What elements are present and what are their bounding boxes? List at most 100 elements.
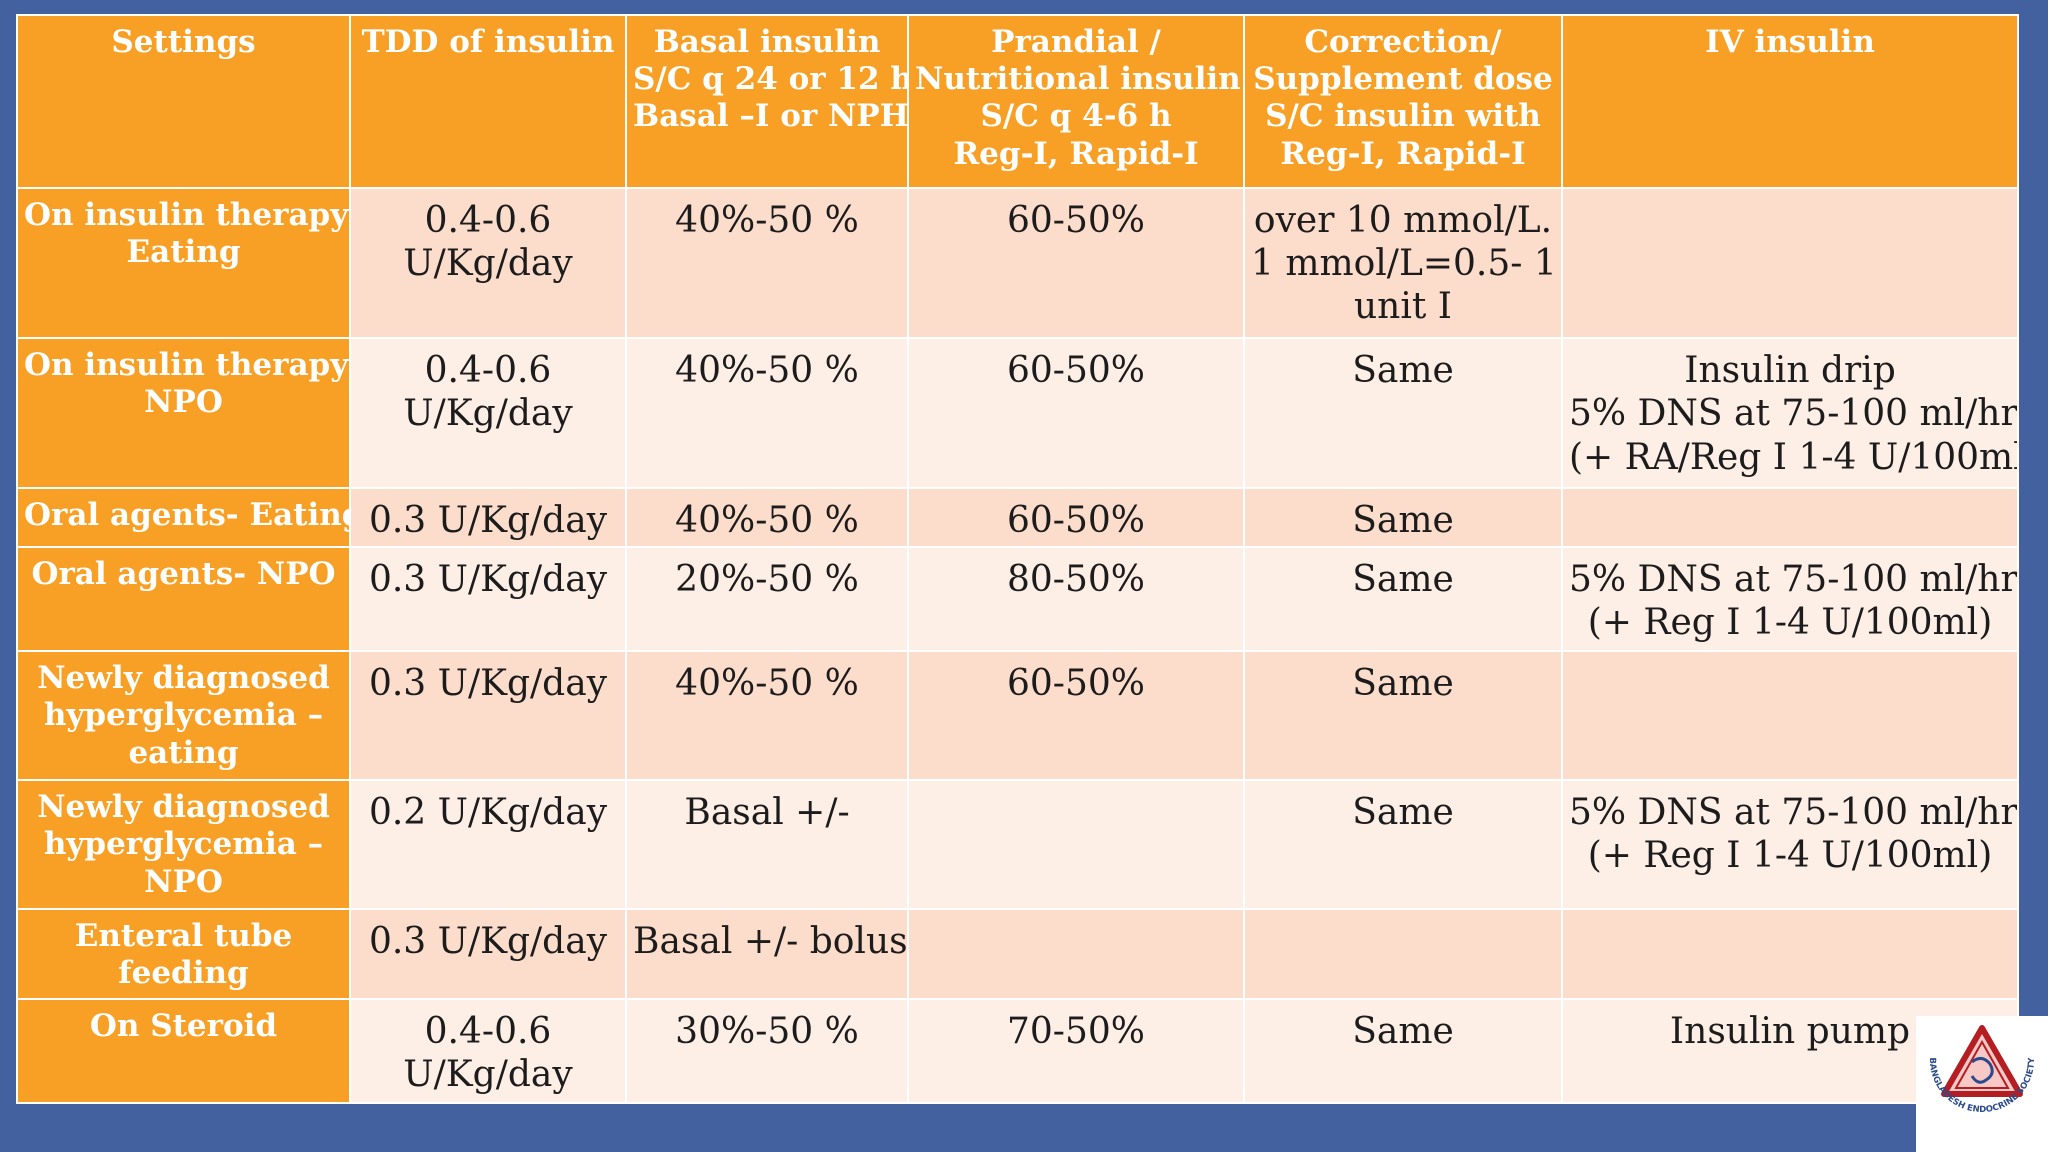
cell-line: U/Kg/day: [403, 393, 573, 435]
cell-line: Reg-I, Rapid-I: [1280, 135, 1526, 172]
cell-line: NPO: [144, 384, 223, 421]
table-body: On insulin therapy- Eating 0.4-0.6 U/Kg/day…: [16, 186, 2019, 1105]
row-prandial: 60-50%: [907, 487, 1245, 548]
row-prandial: 60-50%: [907, 186, 1245, 340]
row-iv: 5% DNS at 75-100 ml/hr (+ Reg I 1-4 U/100…: [1561, 545, 2019, 653]
row-correction: over 10 mmol/L. 1 mmol/L=0.5- 1 unit I: [1243, 186, 1563, 340]
row-setting: Newly diagnosed hyperglycemia – eating: [16, 650, 351, 782]
cell-line: (+ Reg I 1-4 U/100ml): [1587, 602, 1993, 644]
row-setting: Oral agents- NPO: [16, 545, 351, 653]
row-correction: Same: [1243, 997, 1563, 1105]
header-tdd: TDD of insulin: [349, 14, 627, 189]
row-iv: [1561, 487, 2019, 548]
header-basal: Basal insulin S/C q 24 or 12 h Basal –I or…: [625, 14, 909, 189]
row-tdd: 0.3 U/Kg/day: [349, 545, 627, 653]
cell-line: (+ Reg I 1-4 U/100ml): [1587, 835, 1993, 877]
row-iv: [1561, 186, 2019, 340]
cell-line: 70-50%: [1007, 1010, 1145, 1052]
cell-line: Enteral tube: [74, 918, 293, 955]
cell-line: hyperglycemia –: [43, 826, 324, 863]
cell-line: Newly diagnosed: [37, 789, 330, 826]
society-logo: BANGLADESH ENDOCRINE SOCIETY: [1916, 1016, 2048, 1152]
cell-line: 5% DNS at 75-100 ml/hr: [1569, 558, 2018, 600]
row-tdd: 0.3 U/Kg/day: [349, 487, 627, 548]
table-row: Oral agents- NPO 0.3 U/Kg/day 20%-50 % 80-5…: [16, 545, 2019, 653]
header-iv: IV insulin: [1561, 14, 2019, 189]
header-row: Settings TDD of insulin Basal insulin S/C…: [16, 14, 2019, 189]
cell-line: U/Kg/day: [403, 1053, 573, 1095]
table-row: Newly diagnosed hyperglycemia – NPO 0.2 U/K…: [16, 779, 2019, 911]
cell-line: 0.4-0.6: [424, 350, 552, 392]
row-iv: Insulin drip 5% DNS at 75-100 ml/hr (+ RA/…: [1561, 337, 2019, 490]
cell-line: Same: [1352, 558, 1454, 600]
row-setting: Enteral tube feeding: [16, 908, 351, 1000]
row-iv: 5% DNS at 75-100 ml/hr (+ Reg I 1-4 U/100…: [1561, 779, 2019, 911]
cell-line: Same: [1352, 500, 1454, 542]
cell-line: Reg-I, Rapid-I: [953, 135, 1199, 172]
row-iv: [1561, 908, 2019, 1000]
row-tdd: 0.3 U/Kg/day: [349, 650, 627, 782]
row-correction: [1243, 908, 1563, 1000]
cell-line: Insulin drip: [1684, 350, 1896, 392]
cell-line: 0.4-0.6: [424, 1010, 552, 1052]
row-correction: Same: [1243, 650, 1563, 782]
cell-line: Supplement dose: [1253, 61, 1553, 98]
row-setting: On insulin therapy- NPO: [16, 337, 351, 490]
cell-line: Newly diagnosed: [37, 660, 330, 697]
cell-line: Basal –I or NPH: [633, 98, 908, 135]
cell-line: Basal insulin: [653, 24, 881, 60]
cell-line: 40%-50 %: [675, 663, 859, 705]
row-basal: 20%-50 %: [625, 545, 909, 653]
cell-line: Correction/: [1304, 24, 1502, 60]
row-basal: 30%-50 %: [625, 997, 909, 1105]
table-row: Oral agents- Eating 0.3 U/Kg/day 40%-50 % 6…: [16, 487, 2019, 548]
cell-line: 5% DNS at 75-100 ml/hr: [1569, 393, 2018, 435]
row-basal: 40%-50 %: [625, 337, 909, 490]
cell-line: S/C q 4-6 h: [980, 98, 1172, 135]
row-setting: On Steroid: [16, 997, 351, 1105]
cell-line: Same: [1352, 350, 1454, 392]
header-settings: Settings: [16, 14, 351, 189]
row-tdd: 0.4-0.6 U/Kg/day: [349, 997, 627, 1105]
cell-line: Basal +/-: [684, 792, 850, 834]
cell-line: 30%-50 %: [675, 1010, 859, 1052]
cell-line: NPO: [144, 863, 223, 900]
row-correction: Same: [1243, 779, 1563, 911]
row-prandial: 60-50%: [907, 337, 1245, 490]
cell-line: 40%-50 %: [675, 350, 859, 392]
row-correction: Same: [1243, 545, 1563, 653]
cell-line: Prandial /: [991, 24, 1161, 60]
cell-line: On insulin therapy-: [24, 197, 350, 233]
cell-line: 60-50%: [1007, 200, 1145, 241]
insulin-dosing-table-wrapper: Settings TDD of insulin Basal insulin S/C…: [16, 14, 2019, 1105]
insulin-dosing-table: Settings TDD of insulin Basal insulin S/C…: [16, 14, 2019, 1105]
cell-line: 60-50%: [1007, 350, 1145, 392]
cell-line: 0.3 U/Kg/day: [368, 558, 608, 600]
row-basal: Basal +/- bolus: [625, 908, 909, 1000]
table-row: On Steroid 0.4-0.6 U/Kg/day 30%-50 % 70-50% S…: [16, 997, 2019, 1105]
table-row: Enteral tube feeding 0.3 U/Kg/day Basal +/-…: [16, 908, 2019, 1000]
header-correction: Correction/Supplement dose S/C insulin wi…: [1243, 14, 1563, 189]
row-basal: Basal +/-: [625, 779, 909, 911]
row-iv: [1561, 650, 2019, 782]
cell-line: On insulin therapy-: [24, 347, 350, 384]
cell-line: S/C q 24 or 12 h: [633, 61, 908, 98]
row-prandial: [907, 779, 1245, 911]
table-row: On insulin therapy- Eating 0.4-0.6 U/Kg/day…: [16, 186, 2019, 340]
row-prandial: 60-50%: [907, 650, 1245, 782]
cell-line: 0.2 U/Kg/day: [368, 792, 608, 834]
cell-line: 40%-50 %: [675, 500, 859, 542]
cell-line: 80-50%: [1007, 558, 1145, 600]
row-basal: 40%-50 %: [625, 487, 909, 548]
cell-line: 5% DNS at 75-100 ml/hr: [1569, 792, 2018, 834]
cell-line: hyperglycemia –: [43, 697, 324, 734]
row-tdd: 0.4-0.6 U/Kg/day: [349, 186, 627, 340]
row-setting: On insulin therapy- Eating: [16, 186, 351, 340]
cell-line: Settings: [111, 24, 256, 60]
row-prandial: [907, 908, 1245, 1000]
cell-line: 0.3 U/Kg/day: [368, 663, 608, 705]
endocrine-society-emblem-icon: BANGLADESH ENDOCRINE SOCIETY: [1927, 1024, 2037, 1120]
cell-line: Basal +/- bolus: [633, 921, 908, 963]
row-basal: 40%-50 %: [625, 650, 909, 782]
row-basal: 40%-50 %: [625, 186, 909, 340]
